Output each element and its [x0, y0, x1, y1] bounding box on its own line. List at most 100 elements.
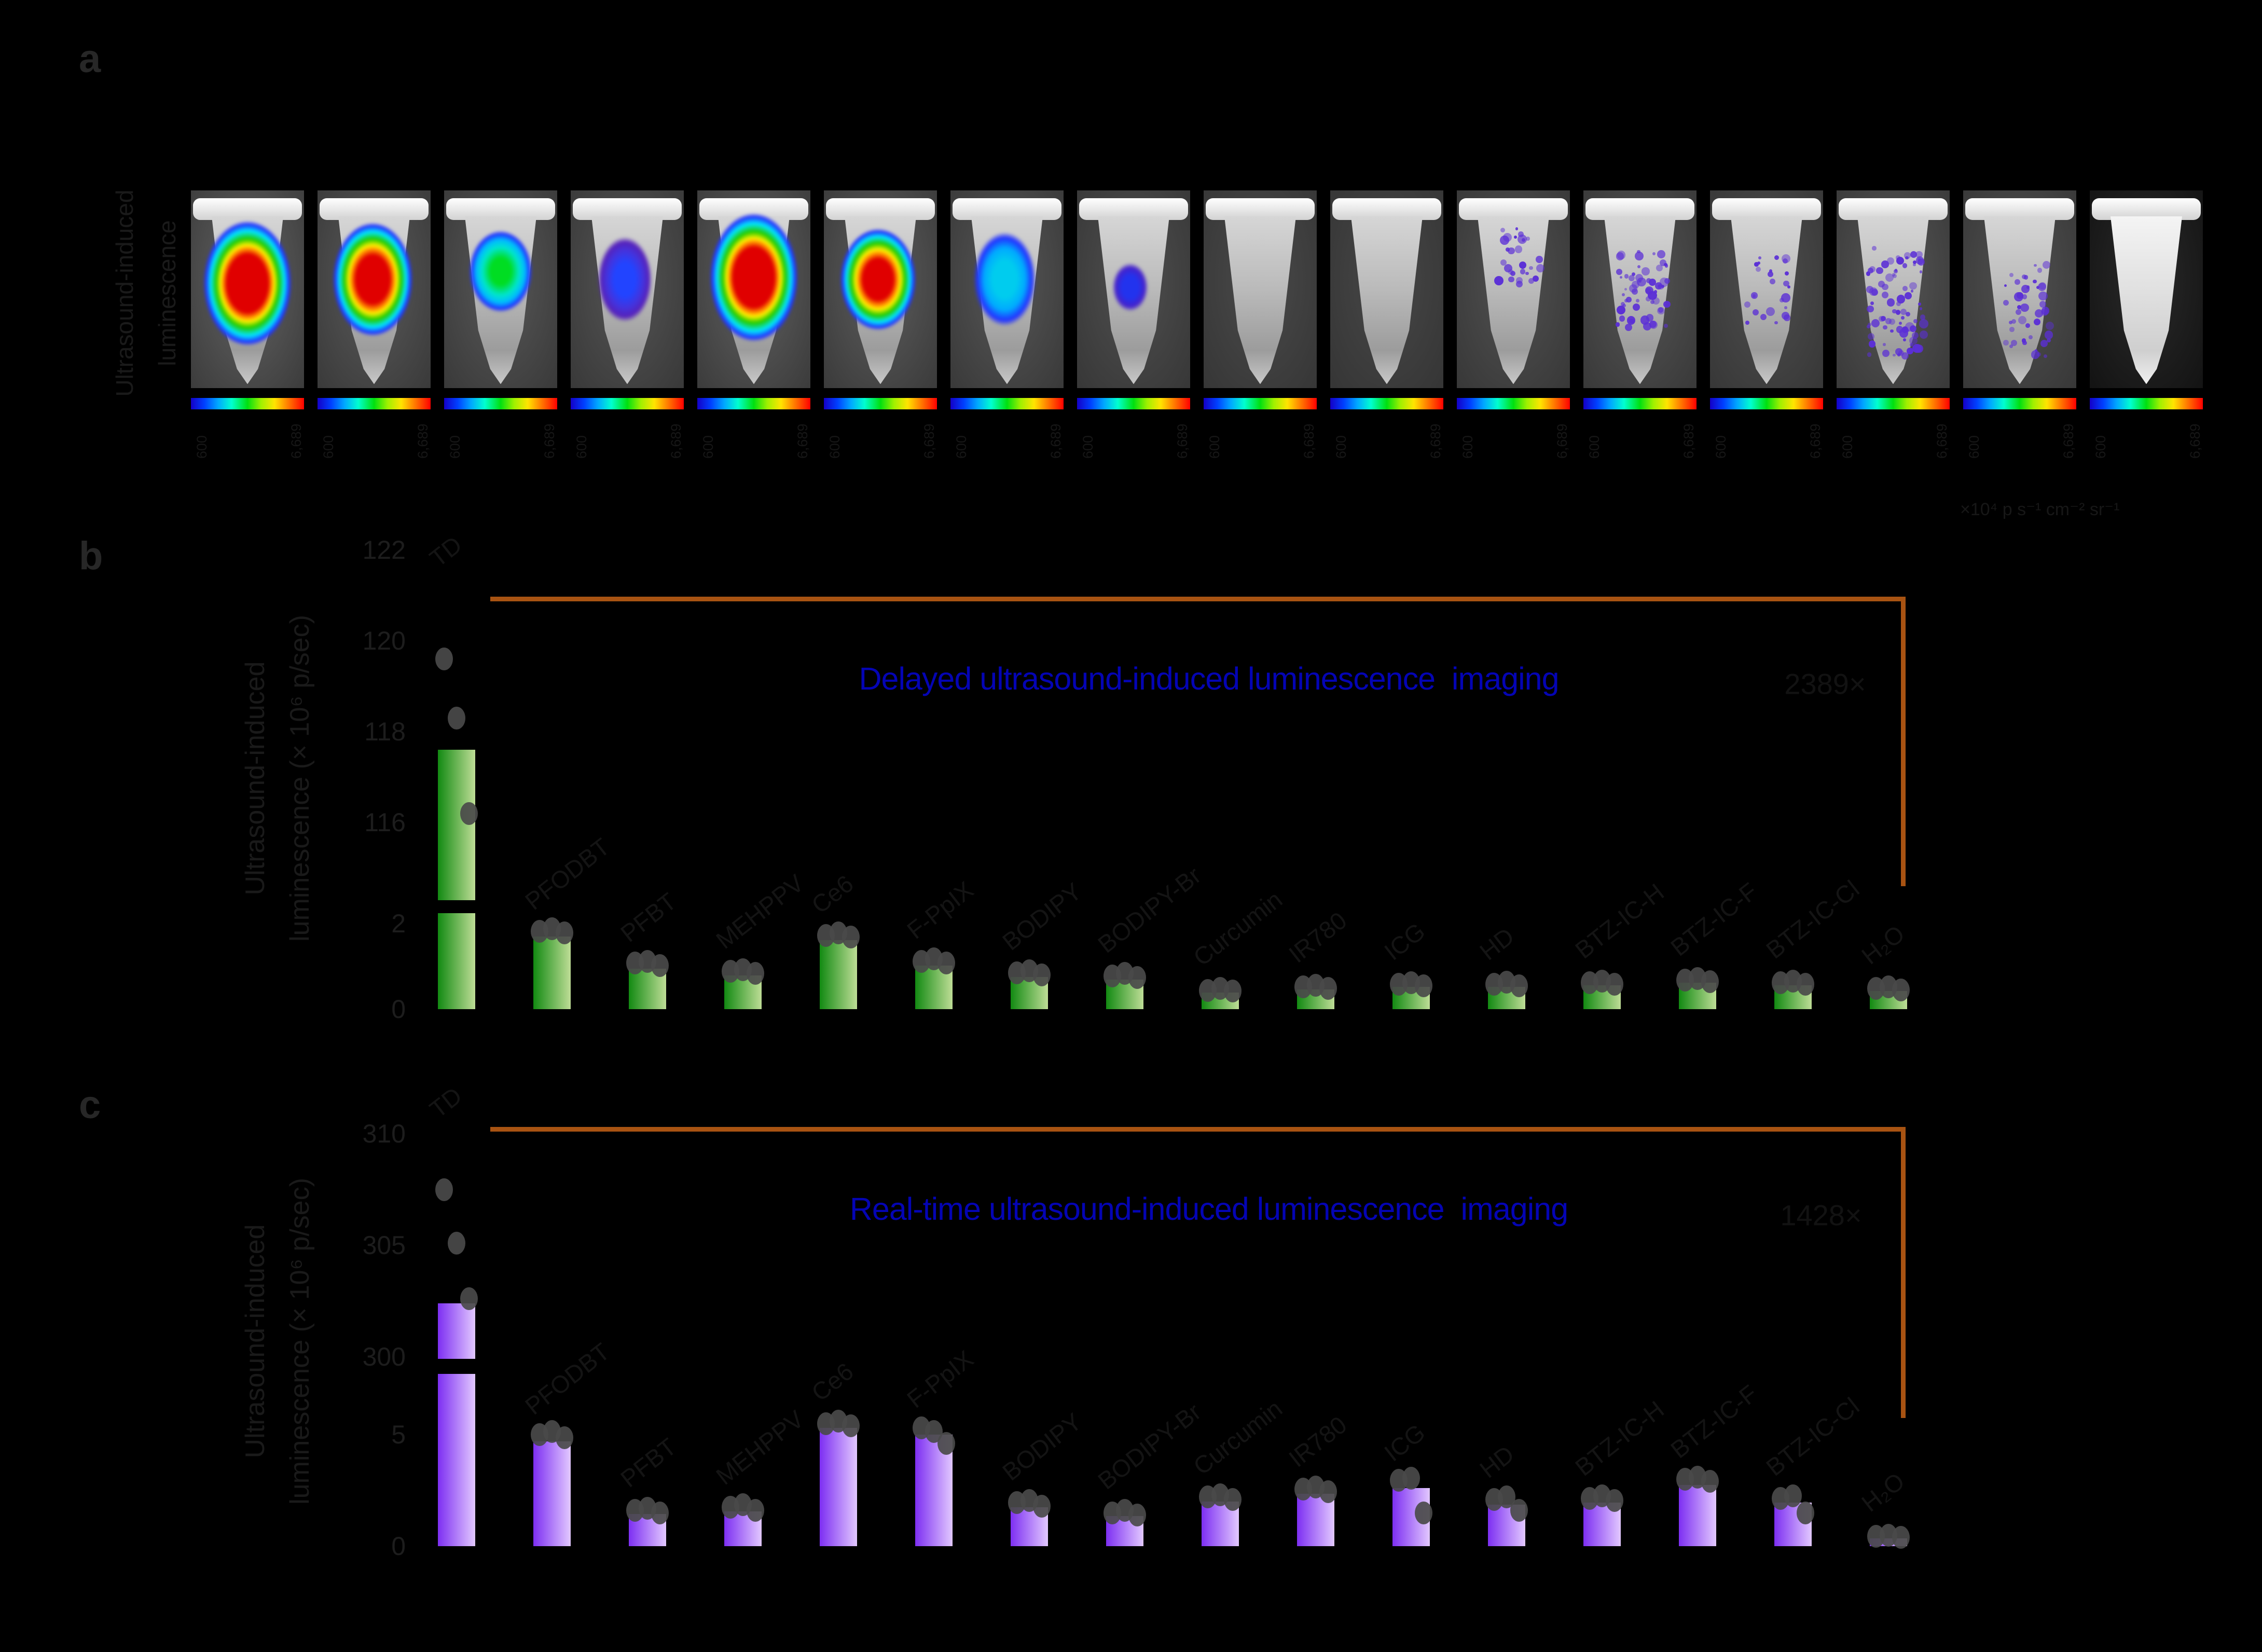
luminescence-speckle	[2014, 292, 2024, 301]
luminescence-speckle	[1663, 323, 1668, 328]
luminescence-speckle	[1883, 325, 1888, 330]
luminescence-speckle	[1881, 316, 1886, 321]
luminescence-speckle	[1529, 266, 1534, 270]
replicate-dot	[1033, 1494, 1051, 1518]
category-label: ICG	[1378, 1418, 1430, 1467]
panel-b-label: b	[79, 534, 103, 578]
replicate-dot	[1510, 974, 1528, 998]
luminescence-speckle	[2043, 260, 2051, 269]
luminescence-speckle	[1536, 264, 1544, 273]
replicate-dot	[1606, 973, 1623, 996]
sample-tube-image	[444, 190, 557, 388]
chart-title: Real-time ultrasound-induced luminescenc…	[849, 1191, 1568, 1227]
luminescence-speckle	[2021, 338, 2026, 343]
category-label: IR780	[1283, 906, 1352, 968]
replicate-dot	[842, 926, 860, 949]
replicate-dot	[1784, 1484, 1802, 1508]
luminescence-speckle	[1868, 268, 1873, 273]
colorbar-max-value: 6,689	[2187, 423, 2203, 459]
luminescence-speckle	[1785, 271, 1789, 276]
luminescence-speckle	[1910, 290, 1913, 293]
luminescence-speckle	[1910, 251, 1918, 258]
bar	[820, 1428, 857, 1546]
luminescence-speckle	[1878, 281, 1885, 288]
colorbar-max-value: 6,689	[288, 423, 304, 459]
luminescence-speckle	[1646, 278, 1652, 284]
luminescence-speckle	[1649, 278, 1657, 286]
luminescence-speckle	[1624, 274, 1629, 279]
luminescence-speckle	[1664, 263, 1667, 267]
luminescence-blob	[201, 218, 294, 349]
luminescence-speckle	[1664, 278, 1670, 284]
luminescence-speckle	[1508, 269, 1513, 274]
panel-c-label: c	[79, 1083, 101, 1127]
colorbar-min-value: 600	[321, 435, 336, 459]
colorbar-max-value: 6,689	[1428, 423, 1443, 459]
luminescence-speckle	[1624, 299, 1628, 303]
replicate-dot	[1128, 1503, 1146, 1526]
replicate-dot	[448, 1231, 465, 1255]
replicate-dot	[1415, 1501, 1432, 1524]
category-label: PFBT	[615, 1432, 682, 1493]
luminescence-speckle	[1494, 276, 1504, 285]
annotation-box-top-border	[490, 597, 1906, 601]
category-label: H₂O	[1856, 1467, 1910, 1517]
luminescence-speckle	[1520, 269, 1525, 274]
luminescence-speckle	[1899, 328, 1908, 338]
chart-title: Delayed ultrasound-induced luminescence …	[859, 661, 1559, 696]
luminescence-speckle	[1892, 309, 1897, 314]
luminescence-speckle	[1896, 295, 1906, 304]
sample-tube-image	[1077, 190, 1190, 388]
tube-body	[1730, 216, 1803, 384]
luminescence-speckle	[1782, 312, 1789, 320]
luminescence-speckle	[2023, 274, 2029, 280]
colorbar-min-value: 600	[1587, 435, 1602, 459]
replicate-dot	[842, 1414, 860, 1437]
luminescence-speckle	[1900, 309, 1907, 315]
sample-tube-image	[1710, 190, 1823, 388]
luminescence-speckle	[1919, 319, 1929, 329]
luminescence-speckle	[2034, 319, 2041, 326]
y-axis-tick-label: 120	[362, 626, 406, 655]
y-axis-tick-label: 0	[391, 1532, 406, 1561]
tube-colorbar	[571, 398, 684, 409]
luminescence-speckle	[1768, 271, 1774, 277]
category-label: BTZ-IC-H	[1569, 1395, 1670, 1481]
luminescence-speckle	[2008, 321, 2012, 325]
replicate-dot	[1892, 1525, 1910, 1549]
luminescence-speckle	[1876, 267, 1883, 274]
luminescence-speckle	[1871, 288, 1879, 296]
luminescence-speckle	[1895, 255, 1900, 260]
luminescence-speckle	[2037, 352, 2042, 357]
category-label: PFBT	[615, 887, 682, 947]
luminescence-speckle	[1533, 275, 1539, 282]
tube-body	[1477, 216, 1550, 384]
luminescence-speckle	[1774, 255, 1780, 260]
luminescence-speckle	[1646, 288, 1651, 294]
replicate-dot	[556, 921, 573, 945]
luminescence-blob	[838, 226, 918, 333]
replicate-dot	[1606, 1489, 1623, 1512]
luminescence-speckle	[1903, 338, 1906, 341]
luminescence-blob	[971, 228, 1039, 331]
sample-tube-image	[1204, 190, 1317, 388]
y-axis-tick-label: 118	[364, 717, 406, 746]
colorbar-min-value: 600	[574, 435, 589, 459]
luminescence-speckle	[1769, 279, 1776, 285]
luminescence-speckle	[2003, 299, 2009, 306]
luminescence-blob	[707, 210, 801, 345]
luminescence-speckle	[1632, 288, 1638, 295]
luminescence-speckle	[1650, 300, 1655, 305]
colorbar-max-value: 6,689	[921, 423, 937, 459]
luminescence-speckle	[1757, 261, 1760, 265]
luminescence-speckle	[2038, 291, 2048, 301]
sample-tube-image	[2090, 190, 2203, 388]
colorbar-max-value: 6,689	[795, 423, 810, 459]
tube-body	[1224, 216, 1296, 384]
colorbar-max-value: 6,689	[1934, 423, 1950, 459]
tube-colorbar	[697, 398, 810, 409]
luminescence-speckle	[1896, 256, 1905, 265]
bar	[1679, 1484, 1716, 1546]
luminescence-speckle	[1915, 251, 1923, 258]
category-label: BTZ-IC-F	[1665, 1379, 1762, 1464]
